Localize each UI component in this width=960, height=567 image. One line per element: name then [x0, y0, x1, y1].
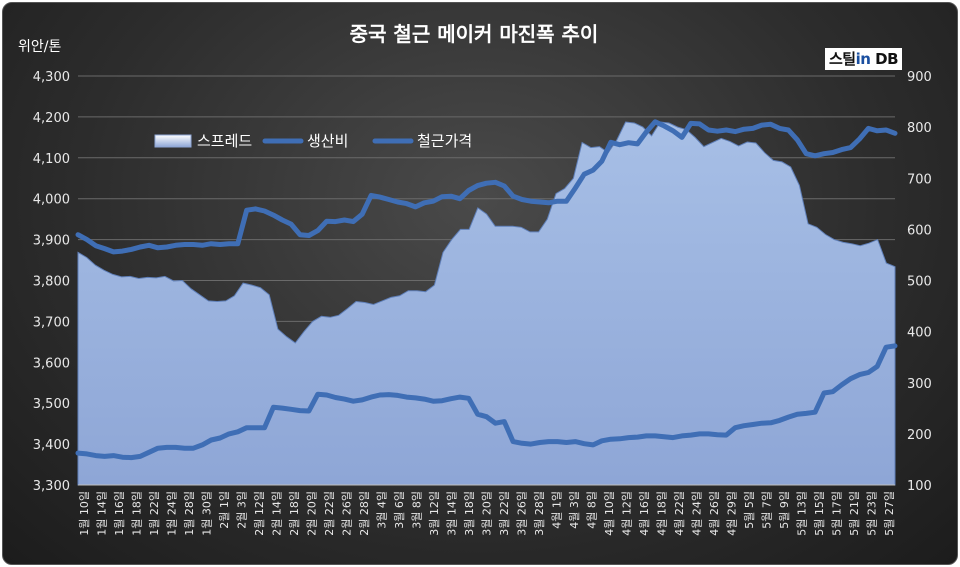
x-tick-label: 1월 16일: [112, 491, 126, 536]
x-tick-label: 4월 1일: [550, 491, 564, 529]
y-right-tick-label: 500: [907, 275, 932, 290]
y-left-tick-label: 4,200: [33, 111, 70, 126]
x-tick-label: 5월 5일: [742, 491, 756, 529]
y-right-tick-label: 600: [907, 223, 932, 238]
x-tick-label: 4월 24일: [690, 491, 704, 536]
x-tick-label: 2월 18일: [287, 491, 301, 536]
y-right-tick-label: 400: [907, 326, 932, 341]
legend-label: 철근가격: [417, 132, 472, 150]
x-tick-label: 2월 20일: [305, 491, 319, 536]
x-tick-label: 3월 6일: [392, 491, 406, 529]
x-tick-label: 5월 27일: [882, 491, 896, 536]
x-tick-label: 4월 18일: [655, 491, 669, 536]
x-tick-label: 2월 1일: [217, 491, 231, 529]
x-tick-label: 2월 22일: [322, 491, 336, 536]
legend-swatch-spread: [154, 134, 192, 148]
legend: 스프레드 생산비 철근가격: [154, 132, 472, 150]
x-axis-ticks: 1월 10일 1월 14일 1월 16일 1월 18일 1월 22일 1월 24일 1월 2…: [77, 491, 896, 536]
x-tick-label: 1월 30일: [200, 491, 214, 536]
y-right-tick-label: 300: [907, 377, 932, 392]
x-tick-label: 1월 14일: [95, 491, 109, 536]
x-tick-label: 5월 23일: [865, 491, 879, 536]
x-tick-label: 2월 14일: [270, 491, 284, 536]
x-tick-label: 2월 12일: [252, 491, 266, 536]
x-tick-label: 5월 7일: [760, 491, 774, 529]
x-tick-label: 1월 22일: [147, 491, 161, 536]
y-left-tick-label: 3,900: [33, 234, 70, 249]
line-series-layer: [75, 119, 898, 461]
x-tick-label: 2월 3일: [235, 491, 249, 529]
y-right-tick-label: 900: [907, 70, 932, 85]
y-left-tick-label: 3,300: [33, 479, 70, 494]
y-left-tick-label: 3,400: [33, 438, 70, 453]
x-tick-label: 4월 16일: [637, 491, 651, 536]
y-axis-left-ticks: 3,300 3,400 3,500 3,600 3,700 3,800 3,900 4,000…: [33, 70, 70, 494]
steelindb-logo: 스틸in DB: [825, 48, 903, 70]
y-left-tick-label: 4,300: [33, 70, 70, 85]
y-left-tick-label: 4,000: [33, 193, 70, 208]
x-tick-label: 5월 15일: [812, 491, 826, 536]
x-tick-label: 2월 28일: [357, 491, 371, 536]
x-tick-label: 3월 20일: [480, 491, 494, 536]
x-tick-label: 1월 18일: [130, 491, 144, 536]
x-tick-label: 3월 18일: [462, 491, 476, 536]
y-left-tick-label: 4,100: [33, 152, 70, 167]
x-tick-label: 3월 14일: [445, 491, 459, 536]
x-tick-label: 4월 12일: [620, 491, 634, 536]
chart-title: 중국 철근 메이커 마진폭 추이: [350, 22, 599, 46]
x-tick-label: 5월 21일: [847, 491, 861, 536]
y-right-tick-label: 200: [907, 428, 932, 443]
x-tick-label: 2월 26일: [340, 491, 354, 536]
y-left-tick-label: 3,700: [33, 315, 70, 330]
x-tick-label: 1월 10일: [77, 491, 91, 536]
x-tick-label: 3월 26일: [515, 491, 529, 536]
x-tick-label: 4월 22일: [672, 491, 686, 536]
y-left-tick-label: 3,500: [33, 397, 70, 412]
legend-label: 스프레드: [197, 132, 252, 150]
x-tick-label: 3월 12일: [427, 491, 441, 536]
x-tick-label: 5월 9일: [777, 491, 791, 529]
x-tick-label: 5월 17일: [830, 491, 844, 536]
x-tick-label: 3월 22일: [497, 491, 511, 536]
x-tick-label: 4월 8일: [585, 491, 599, 529]
y-right-tick-label: 800: [907, 121, 932, 136]
y-left-tick-label: 3,800: [33, 275, 70, 290]
x-tick-label: 3월 28일: [532, 491, 546, 536]
x-tick-label: 3월 4일: [375, 491, 389, 529]
series-line-rebar-price: [75, 119, 898, 255]
legend-label: 생산비: [307, 132, 348, 150]
margin-trend-chart: 중국 철근 메이커 마진폭 추이 위안/톤 3,300 3,400 3,500 3,6…: [18, 22, 932, 536]
x-tick-label: 3월 8일: [410, 491, 424, 529]
y-axis-left-label: 위안/톤: [18, 39, 61, 55]
y-left-tick-label: 3,600: [33, 356, 70, 371]
series-line-cost: [75, 343, 898, 461]
y-right-tick-label: 700: [907, 172, 932, 187]
x-tick-label: 4월 3일: [567, 491, 581, 529]
x-tick-label: 4월 10일: [602, 491, 616, 536]
y-axis-right-ticks: 100 200 300 400 500 600 700 800 900: [907, 70, 932, 494]
x-tick-label: 4월 26일: [707, 491, 721, 536]
series-area-spread: [77, 121, 896, 486]
x-tick-label: 1월 28일: [182, 491, 196, 536]
x-tick-label: 1월 24일: [165, 491, 179, 536]
spread-area-layer: [77, 121, 896, 486]
y-right-tick-label: 100: [907, 479, 932, 494]
x-tick-label: 4월 29일: [725, 491, 739, 536]
x-tick-label: 5월 13일: [795, 491, 809, 536]
